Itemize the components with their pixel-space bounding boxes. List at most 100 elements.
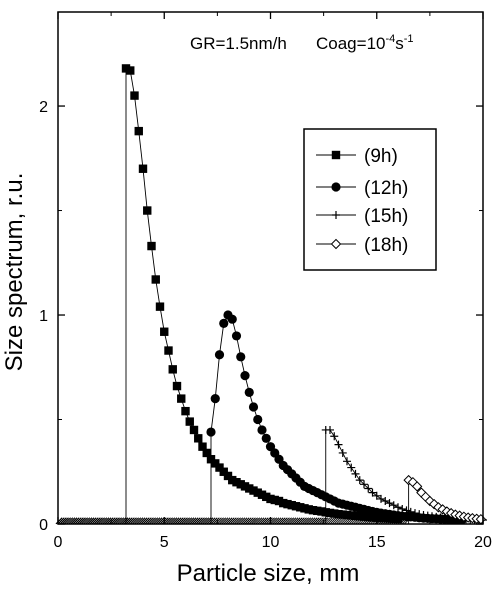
baseline-point-diamond bbox=[106, 517, 114, 525]
baseline-point-diamond bbox=[172, 517, 180, 525]
baseline-point-diamond bbox=[312, 517, 320, 525]
baseline-point-diamond bbox=[210, 517, 218, 525]
baseline-point-diamond bbox=[142, 517, 150, 525]
baseline-point-diamond bbox=[225, 517, 233, 525]
baseline-point-diamond bbox=[302, 517, 309, 525]
data-point-plus bbox=[385, 499, 394, 508]
data-point-square bbox=[334, 509, 343, 519]
baseline-point-diamond bbox=[283, 517, 290, 525]
data-point-square bbox=[342, 510, 352, 520]
baseline-point-diamond bbox=[130, 517, 137, 525]
baseline-point-diamond bbox=[249, 517, 256, 525]
baseline-point-diamond bbox=[59, 517, 67, 525]
data-point-plus bbox=[355, 476, 364, 485]
data-point-square bbox=[376, 513, 386, 523]
baseline-point-diamond bbox=[206, 517, 214, 525]
baseline-point-diamond bbox=[149, 517, 156, 525]
data-point-plus bbox=[326, 425, 334, 434]
data-point-square bbox=[308, 506, 318, 515]
baseline-point-diamond bbox=[238, 517, 246, 525]
baseline-point-diamond bbox=[246, 517, 254, 525]
data-point-circle bbox=[240, 371, 250, 381]
data-point-square bbox=[211, 459, 220, 468]
baseline-point-diamond bbox=[79, 517, 86, 525]
baseline-point-diamond bbox=[115, 517, 122, 525]
baseline-point-diamond bbox=[236, 517, 244, 525]
baseline-point-diamond bbox=[215, 517, 222, 525]
baseline-point-diamond bbox=[200, 517, 207, 525]
data-point-square bbox=[126, 66, 135, 75]
baseline-point-diamond bbox=[329, 517, 337, 525]
data-point-plus bbox=[411, 509, 419, 518]
data-point-square bbox=[202, 448, 211, 458]
baseline-point-diamond bbox=[253, 517, 261, 525]
baseline-point-diamond bbox=[55, 517, 63, 525]
baseline-point-diamond bbox=[331, 517, 339, 525]
data-point-square bbox=[189, 425, 199, 435]
data-point-plus bbox=[419, 511, 428, 520]
baseline-point-diamond bbox=[297, 517, 305, 525]
annotation-coag-unit: s bbox=[395, 34, 404, 53]
baseline-point-diamond bbox=[272, 517, 280, 525]
baseline-point-diamond bbox=[334, 517, 341, 525]
data-point-square bbox=[304, 505, 313, 514]
baseline-point-diamond bbox=[285, 517, 292, 525]
data-point-plus bbox=[347, 463, 356, 472]
baseline-point-diamond bbox=[287, 517, 295, 525]
data-point-square bbox=[279, 498, 288, 508]
annotation-coag-base: Coag=10 bbox=[316, 34, 385, 53]
data-point-square bbox=[240, 482, 250, 491]
data-point-plus bbox=[360, 480, 368, 489]
data-point-plus bbox=[381, 497, 390, 506]
baseline-point-diamond bbox=[164, 517, 171, 525]
baseline-point-diamond bbox=[219, 517, 227, 525]
baseline-point-diamond bbox=[261, 517, 269, 525]
baseline-point-diamond bbox=[319, 517, 326, 525]
baseline-point-diamond bbox=[221, 517, 229, 525]
data-point-square bbox=[219, 467, 228, 476]
baseline-point-diamond bbox=[223, 517, 231, 525]
baseline-point-diamond bbox=[198, 517, 205, 525]
legend-symbol-circle bbox=[331, 182, 341, 192]
baseline-point-diamond bbox=[119, 517, 127, 525]
baseline-point-diamond bbox=[314, 517, 322, 525]
data-point-square bbox=[355, 512, 364, 521]
baseline-point-diamond bbox=[240, 517, 248, 525]
baseline-point-diamond bbox=[144, 517, 152, 525]
baseline-point-diamond bbox=[257, 517, 265, 525]
axis-ticks: 0 5 10 15 20 0 1 2 bbox=[39, 12, 492, 551]
baseline-point-diamond bbox=[155, 517, 163, 525]
data-point-square bbox=[291, 502, 301, 511]
legend: (9h) (12h) (15h) (18h) bbox=[303, 128, 437, 271]
legend-marker-square bbox=[331, 150, 341, 160]
baseline-point-diamond bbox=[259, 517, 267, 525]
data-point-square bbox=[164, 346, 173, 355]
baseline-point-diamond bbox=[102, 517, 110, 525]
legend-entry-18h: (18h) bbox=[316, 235, 408, 256]
x-tick-label: 15 bbox=[368, 534, 386, 551]
data-point-plus bbox=[406, 507, 415, 516]
annotation-coag-unit-exponent: -1 bbox=[404, 33, 414, 45]
data-point-square bbox=[338, 510, 347, 519]
baseline-point-diamond bbox=[153, 517, 161, 525]
data-point-plus bbox=[415, 510, 424, 519]
baseline-point-diamond bbox=[93, 517, 101, 525]
baseline-point-diamond bbox=[91, 517, 99, 525]
data-point-square bbox=[368, 513, 377, 522]
data-point-square bbox=[313, 506, 322, 516]
baseline-point-diamond bbox=[232, 517, 239, 525]
x-tick-label: 0 bbox=[54, 534, 63, 551]
baseline-point-diamond bbox=[227, 517, 235, 525]
data-point-square bbox=[249, 486, 258, 495]
data-point-square bbox=[257, 490, 267, 499]
data-point-square bbox=[232, 478, 241, 487]
y-tick-label: 0 bbox=[39, 517, 48, 534]
baseline-point-diamond bbox=[108, 517, 116, 525]
legend-marker-circle bbox=[331, 182, 341, 192]
data-point-circle bbox=[227, 314, 237, 324]
baseline-point-diamond bbox=[174, 517, 182, 525]
data-point-circle bbox=[253, 414, 263, 425]
data-point-square bbox=[347, 511, 356, 520]
baseline-point-diamond bbox=[291, 517, 299, 525]
